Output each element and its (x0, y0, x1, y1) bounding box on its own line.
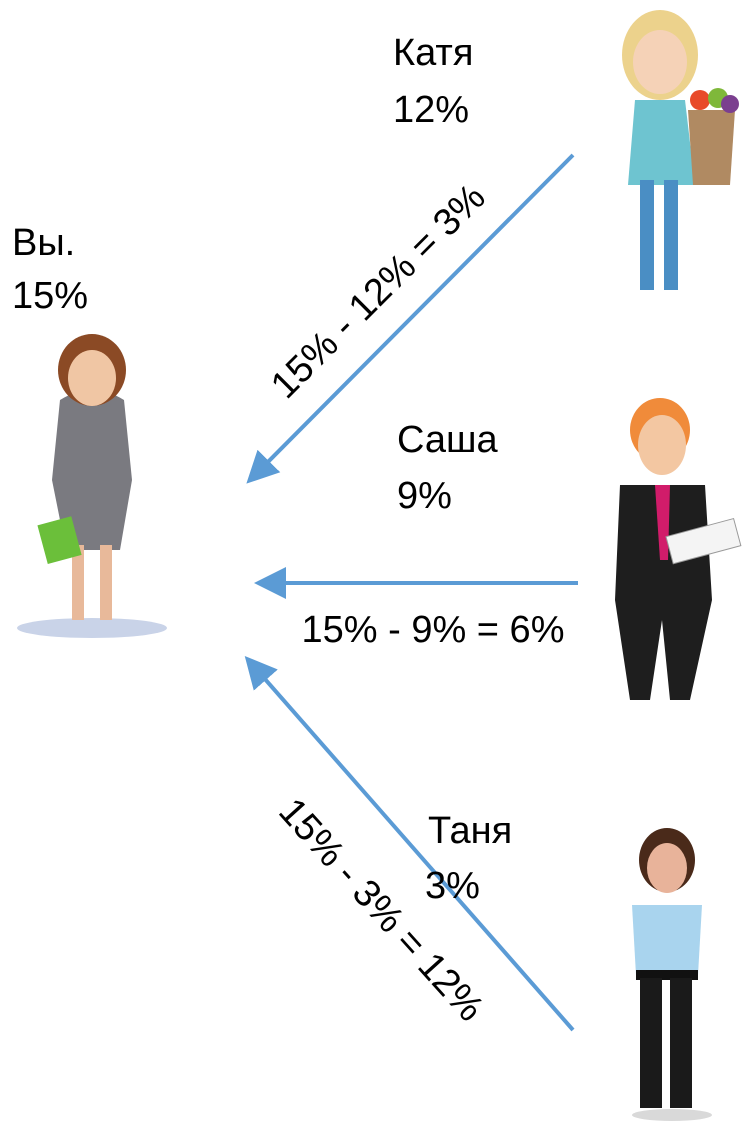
figure-tanya (632, 828, 712, 1121)
figure-katya (622, 10, 739, 290)
node-name: Таня (428, 810, 512, 852)
edge-label: 15% - 12% = 3% (263, 176, 494, 407)
node-value: 12% (393, 89, 469, 131)
node-value: 3% (425, 865, 480, 907)
node-name: Саша (397, 419, 498, 461)
edge-label: 15% - 9% = 6% (302, 609, 565, 651)
node-value: 9% (397, 475, 452, 517)
figure-sasha (615, 398, 741, 700)
node-name: Катя (393, 32, 473, 74)
diagram: Вы. 15% Катя 12% Саша 9% Таня 3% 15% - 1… (0, 0, 743, 1122)
node-value: 15% (12, 275, 88, 317)
figure-you (17, 334, 167, 638)
node-name: Вы. (12, 222, 75, 264)
